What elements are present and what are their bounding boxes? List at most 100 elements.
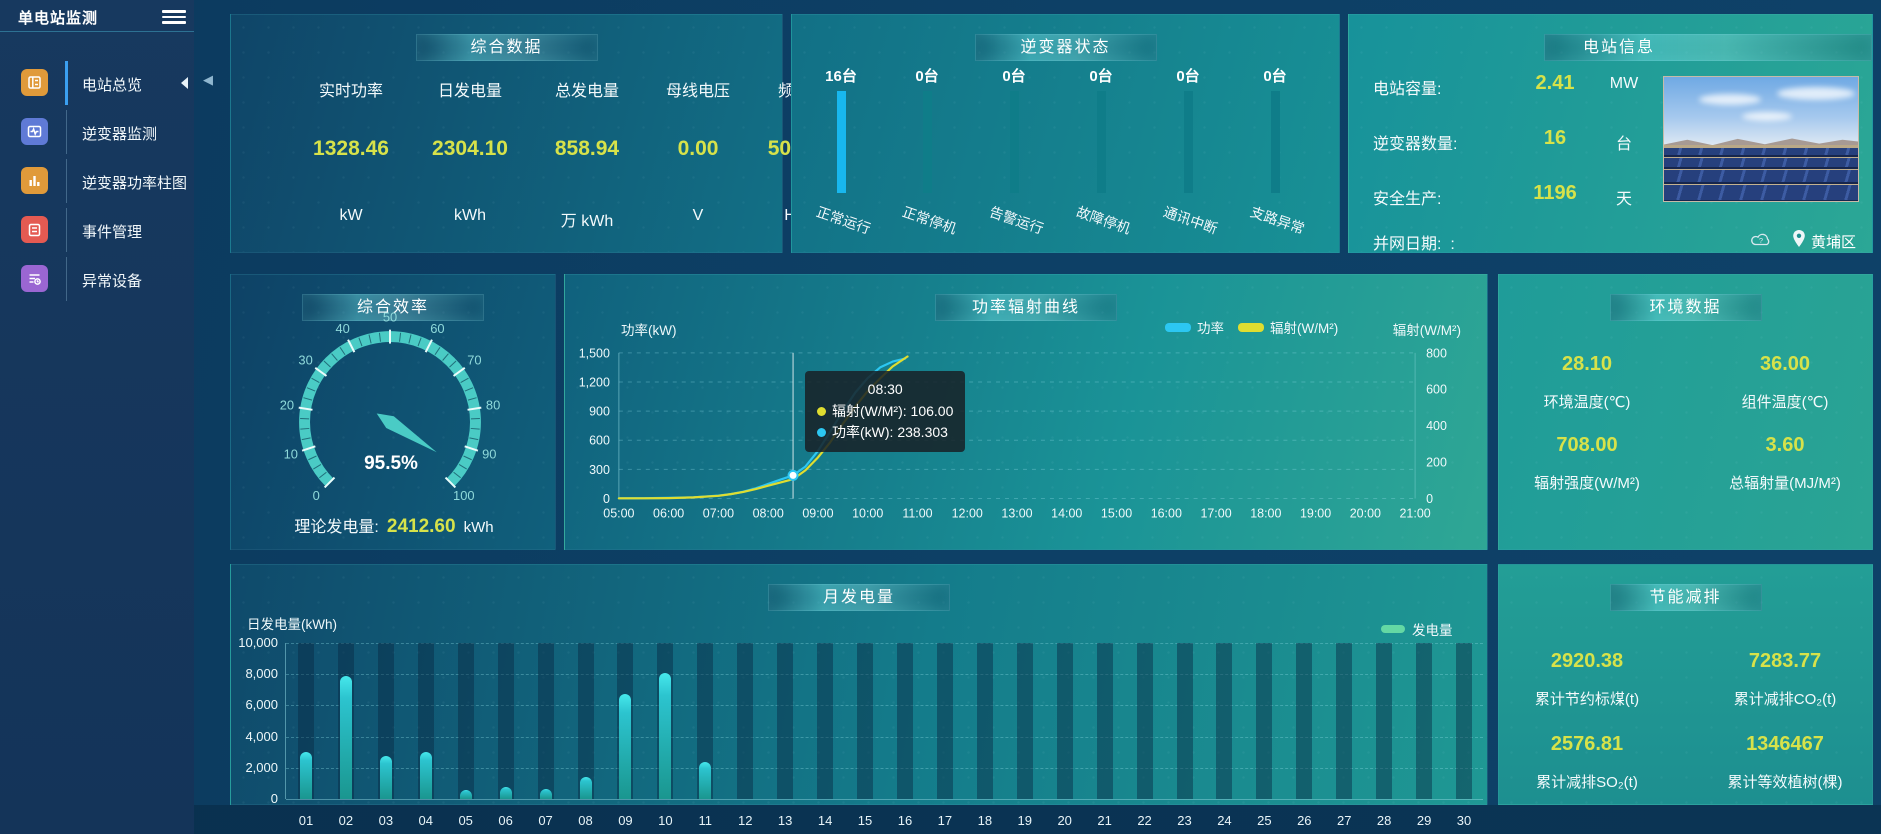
svg-text:30: 30 bbox=[298, 353, 312, 368]
panel-title: 综合数据 bbox=[415, 34, 598, 61]
svg-text:05:00: 05:00 bbox=[603, 506, 634, 520]
bar-slot-band bbox=[1176, 643, 1193, 799]
svg-text:400: 400 bbox=[1426, 419, 1447, 433]
location-pin-icon[interactable] bbox=[1791, 229, 1807, 254]
sidebar-item-label: 事件管理 bbox=[82, 224, 143, 241]
bar-slot-band bbox=[1256, 643, 1273, 799]
x-tick: 20 bbox=[1057, 813, 1072, 828]
panel-monthly-generation: 月发电量 日发电量(kWh) 发电量 0 2,000 4,000 6,000 8,000… bbox=[230, 564, 1488, 828]
status-bar bbox=[836, 91, 846, 193]
station-capacity-value: 2.41 bbox=[1535, 72, 1575, 94]
svg-text:15:00: 15:00 bbox=[1101, 506, 1132, 520]
metric-trees-equivalent: 1346467 累计等效植树(棵) bbox=[1727, 733, 1843, 791]
svg-text:06:00: 06:00 bbox=[653, 506, 684, 520]
panel-title: 环境数据 bbox=[1609, 294, 1762, 321]
legend-radiation[interactable]: 辐射(W/M²) bbox=[1238, 317, 1338, 337]
status-bar bbox=[1009, 91, 1019, 193]
status-bar bbox=[1183, 91, 1193, 193]
svg-text:21:00: 21:00 bbox=[1400, 506, 1431, 520]
item-separator bbox=[66, 110, 67, 154]
item-separator bbox=[66, 159, 67, 203]
svg-text:20: 20 bbox=[280, 398, 294, 413]
x-tick: 17 bbox=[937, 813, 953, 828]
status-bar bbox=[922, 91, 932, 193]
svg-text:100: 100 bbox=[453, 488, 475, 503]
generation-bar bbox=[619, 694, 632, 799]
inverter-status-fault-stop: 0台 故障停机 bbox=[1074, 68, 1133, 237]
sidebar-item-inverter-power-bars[interactable]: 逆变器功率柱图 bbox=[0, 159, 194, 203]
x-tick: 05 bbox=[458, 813, 473, 828]
x-tick: 12 bbox=[737, 813, 753, 828]
station-photo bbox=[1663, 76, 1859, 202]
svg-text:12:00: 12:00 bbox=[952, 506, 983, 520]
panel-title: 电站信息 bbox=[1544, 34, 1872, 61]
bar-slot-band bbox=[1376, 643, 1393, 799]
metric-coal-saved: 2920.38 累计节约标煤(t) bbox=[1534, 650, 1640, 708]
metric-ambient-temp: 28.10 环境温度(℃) bbox=[1543, 353, 1631, 411]
svg-text:0: 0 bbox=[1426, 492, 1433, 506]
generation-bar bbox=[499, 786, 512, 799]
tooltip-radiation-row: 辐射(W/M²): 106.00 bbox=[817, 401, 953, 423]
bar-slot-band bbox=[537, 643, 554, 799]
inverter-status-normal-stop: 0台 正常停机 bbox=[900, 68, 959, 237]
x-tick: 14 bbox=[817, 813, 833, 828]
svg-text:20:00: 20:00 bbox=[1350, 506, 1381, 520]
status-bar bbox=[1270, 91, 1280, 193]
panel-inverter-status: 逆变器状态 16台 正常运行 0台 正常停机 0台 告警运行 0台 故障停机 0… bbox=[791, 14, 1340, 253]
svg-text:1,200: 1,200 bbox=[579, 375, 610, 389]
bar-slot-band bbox=[1416, 643, 1433, 799]
panel-title: 节能减排 bbox=[1609, 584, 1762, 611]
bar-slot-band bbox=[936, 643, 953, 799]
svg-text:07:00: 07:00 bbox=[703, 506, 734, 520]
sidebar-item-inverter-monitor[interactable]: 逆变器监测 bbox=[0, 110, 194, 154]
safe-production-value: 1196 bbox=[1533, 182, 1577, 204]
x-tick: 02 bbox=[338, 813, 354, 828]
bar-slot-band bbox=[1216, 643, 1233, 799]
generation-bar bbox=[299, 752, 312, 799]
x-tick: 13 bbox=[777, 813, 793, 828]
sidebar-item-station-overview[interactable]: 电站总览 bbox=[0, 61, 194, 105]
svg-text:800: 800 bbox=[1426, 346, 1447, 360]
bar-slot-band bbox=[817, 643, 834, 799]
x-tick: 04 bbox=[418, 813, 433, 828]
bar-slot-band bbox=[1456, 643, 1473, 799]
svg-text:60: 60 bbox=[430, 321, 444, 336]
list-clock-icon bbox=[21, 265, 48, 292]
bar-slot-band bbox=[457, 643, 474, 799]
bar-slot-band bbox=[976, 643, 993, 799]
x-tick: 15 bbox=[857, 813, 873, 828]
bar-slot-band bbox=[1336, 643, 1353, 799]
weather-cloud-icon[interactable]: ? bbox=[1750, 231, 1774, 249]
item-separator bbox=[66, 257, 67, 301]
svg-text:13:00: 13:00 bbox=[1001, 506, 1032, 520]
metric-irradiance: 708.00 辐射强度(W/M²) bbox=[1534, 434, 1640, 492]
chart-legend[interactable]: 发电量 bbox=[1381, 619, 1453, 639]
svg-text:40: 40 bbox=[335, 321, 349, 336]
x-tick: 29 bbox=[1416, 813, 1432, 828]
clipboard-icon bbox=[21, 216, 48, 243]
svg-text:200: 200 bbox=[1426, 456, 1447, 470]
x-tick: 18 bbox=[977, 813, 993, 828]
report-icon bbox=[21, 69, 48, 96]
svg-text:?: ? bbox=[1759, 236, 1763, 245]
panel-station-info: 电站信息 电站容量: 2.41 MW 逆变器数量: 16 台 安全生产: 119… bbox=[1348, 14, 1873, 253]
sidebar-header: 单电站监测 bbox=[0, 0, 194, 32]
station-footer: ? 黄埔区 bbox=[1349, 229, 1860, 255]
power-radiation-chart: 0 300 600 900 1,200 1,500 0 200 400 600 800 05:00 06… bbox=[579, 346, 1447, 520]
svg-text:70: 70 bbox=[467, 353, 481, 368]
collapse-panel-arrow-icon[interactable]: ◀ bbox=[203, 72, 213, 87]
bar-slot-band bbox=[1296, 643, 1313, 799]
legend-power[interactable]: 功率 bbox=[1165, 317, 1224, 337]
generation-bar bbox=[419, 752, 432, 799]
y-tick: 2,000 bbox=[245, 759, 278, 775]
sidebar-item-abnormal-devices[interactable]: 异常设备 bbox=[0, 257, 194, 301]
svg-text:16:00: 16:00 bbox=[1151, 506, 1182, 520]
chart-tooltip: 08:30 辐射(W/M²): 106.00 功率(kW): 238.303 bbox=[805, 371, 966, 453]
sidebar-item-event-management[interactable]: 事件管理 bbox=[0, 208, 194, 252]
bar-chart-icon bbox=[21, 167, 48, 194]
hamburger-menu-icon[interactable] bbox=[162, 7, 186, 25]
panel-summary-data: 综合数据 实时功率 1328.46 kW 日发电量 2304.10 kWh 总发… bbox=[230, 14, 820, 253]
svg-text:11:00: 11:00 bbox=[902, 506, 932, 520]
generation-bar bbox=[579, 777, 592, 799]
